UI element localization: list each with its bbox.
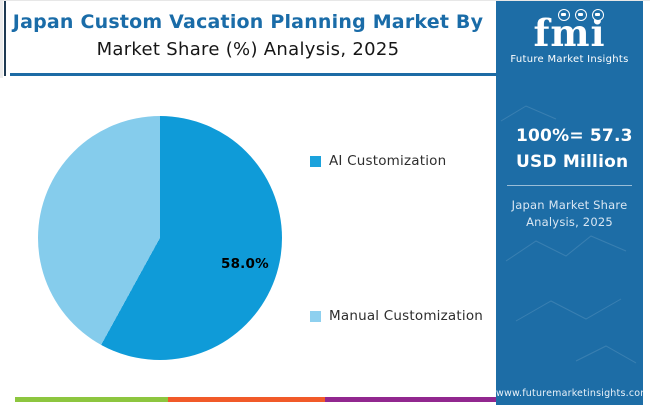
title-underline <box>10 73 496 76</box>
market-size-headline: 100%= 57.3 USD Million <box>516 123 633 176</box>
legend-swatch-ai-icon <box>310 156 321 167</box>
globe-icon <box>574 9 587 21</box>
sidebar-caption: Japan Market Share Analysis, 2025 <box>504 197 635 232</box>
market-size-line1: 100%= 57.3 <box>516 126 633 146</box>
footer-color-stripe <box>15 397 496 402</box>
pie-chart: 58.0% <box>38 116 282 360</box>
legend-label-manual: Manual Customization <box>329 308 484 324</box>
website-url: www.futuremarketinsights.com <box>496 388 643 399</box>
legend-item-manual-customization: Manual Customization <box>310 308 483 324</box>
left-edge-shadow <box>0 1 3 78</box>
fmi-logo-icons <box>518 9 643 21</box>
legend-label-ai: AI Customization <box>329 153 447 169</box>
stripe-orange <box>168 397 325 402</box>
pie-slice-label-ai: 58.0% <box>221 256 269 272</box>
chart-title-line2: Market Share (%) Analysis, 2025 <box>96 38 400 60</box>
fmi-logo-text: fmi <box>533 11 606 55</box>
fmi-logo-subtext: Future Market Insights <box>510 54 629 65</box>
chart-title-line1: Japan Custom Vacation Planning Market By <box>12 11 484 33</box>
sidebar-divider <box>507 185 632 186</box>
sidebar-caption-line1: Japan Market Share <box>511 198 628 212</box>
person-globe-icon <box>591 9 604 21</box>
chart-title-block: Japan Custom Vacation Planning Market By… <box>0 1 496 63</box>
legend-swatch-manual-icon <box>310 311 321 322</box>
legend-item-ai-customization: AI Customization <box>310 153 446 169</box>
sidebar-caption-line2: Analysis, 2025 <box>526 215 613 230</box>
stripe-purple <box>325 397 496 402</box>
legend: AI Customization Manual Customization <box>310 1 496 405</box>
market-size-line2: USD Million <box>516 152 629 173</box>
fmi-logo: fmi Future Market Insights <box>496 1 643 65</box>
brand-sidebar: fmi Future Market Insights 100%= 57.3 US… <box>496 1 643 405</box>
stripe-green <box>15 397 168 402</box>
map-chart-icon <box>557 9 570 21</box>
left-accent-line <box>4 1 6 76</box>
